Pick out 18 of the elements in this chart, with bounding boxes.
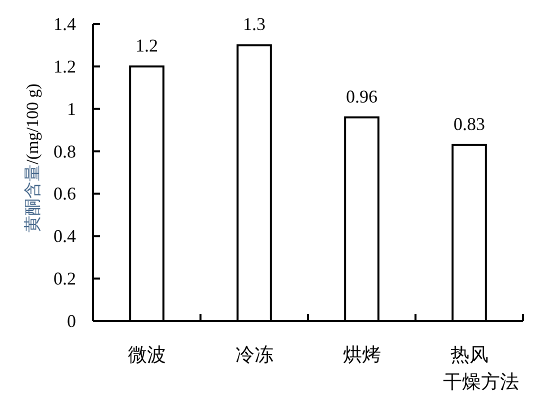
- data-label: 0.83: [454, 114, 485, 134]
- y-tick-label: 0.4: [54, 226, 76, 246]
- y-tick-label: 1: [67, 98, 76, 119]
- x-axis-title: 干燥方法: [443, 371, 519, 393]
- y-tick-label: 0.2: [54, 268, 76, 289]
- y-tick-label: 0.8: [54, 141, 76, 162]
- y-tick-label: 0: [67, 311, 76, 331]
- y-tick-label: 1.2: [54, 56, 76, 76]
- y-tick-label: 1.4: [54, 14, 76, 34]
- x-tick-label: 冷冻: [235, 345, 274, 366]
- data-label: 1.2: [136, 35, 158, 56]
- x-tick-label: 微波: [128, 345, 166, 366]
- y-axis-title: 黄酮含量/(mg/100 g): [23, 84, 42, 232]
- data-label: 1.3: [243, 14, 266, 34]
- data-label: 0.96: [346, 86, 378, 106]
- y-tick-label: 0.6: [54, 184, 76, 204]
- x-tick-label: 热风: [450, 345, 488, 366]
- x-tick-label: 烘烤: [342, 345, 381, 366]
